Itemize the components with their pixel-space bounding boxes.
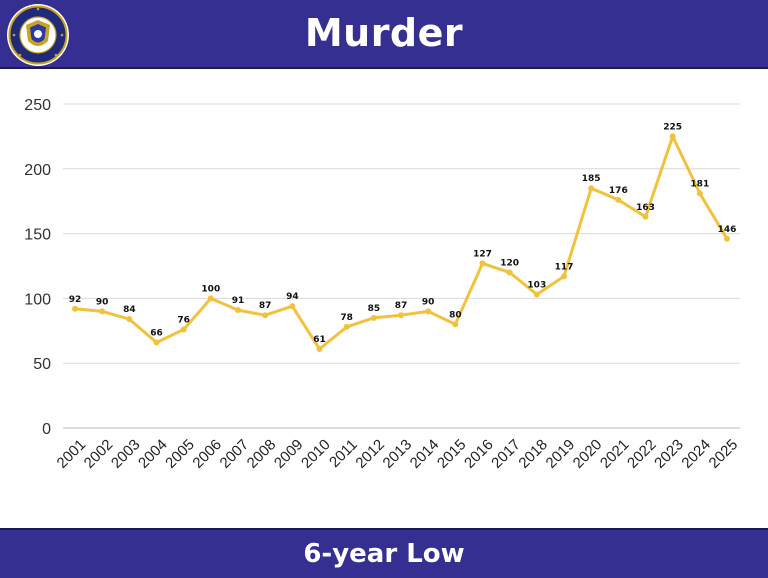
data-label: 120	[500, 258, 519, 268]
data-points	[72, 133, 730, 352]
data-point	[642, 213, 649, 220]
data-point	[588, 185, 595, 192]
police-seal-icon	[7, 4, 69, 66]
data-point	[153, 339, 160, 346]
x-tick-label: 2014	[407, 436, 443, 472]
data-point	[370, 314, 377, 321]
x-tick-label: 2008	[244, 436, 280, 472]
data-label: 176	[609, 186, 628, 196]
data-point	[506, 269, 513, 276]
data-label: 76	[177, 316, 190, 326]
data-label: 90	[422, 297, 435, 307]
data-label: 92	[69, 295, 82, 305]
y-axis-ticks: 0 50 100 150 200 250	[24, 97, 51, 438]
x-axis-ticks: 2001200220032004200520062007200820092010…	[54, 436, 742, 472]
data-label: 146	[718, 225, 737, 235]
x-tick-label: 2001	[54, 436, 90, 472]
data-point	[262, 312, 269, 319]
data-point	[561, 273, 567, 280]
chart-gridlines	[63, 103, 740, 429]
data-point	[207, 295, 214, 302]
data-point	[669, 133, 676, 140]
data-label: 163	[636, 203, 655, 213]
data-label: 87	[395, 301, 408, 311]
data-label: 117	[555, 262, 574, 272]
line-chart: 0 50 100 150 200 250 200120022003200420052006…	[24, 97, 742, 472]
footer-bar: 6-year Low	[0, 528, 768, 578]
data-point	[452, 321, 459, 328]
x-tick-label: 2002	[81, 436, 117, 472]
data-point	[99, 308, 106, 315]
y-tick-label: 100	[24, 291, 51, 308]
footer-caption: 6-year Low	[303, 539, 465, 569]
data-label: 80	[449, 310, 462, 320]
y-tick-label: 50	[33, 356, 51, 373]
x-tick-label: 2025	[706, 436, 742, 472]
data-label: 100	[201, 284, 220, 294]
data-label: 85	[368, 304, 381, 314]
data-label: 66	[150, 328, 163, 338]
x-tick-label: 2012	[352, 436, 388, 472]
x-tick-label: 2009	[271, 436, 307, 472]
data-label: 78	[340, 313, 353, 323]
data-point	[533, 291, 540, 298]
data-label: 90	[96, 297, 109, 307]
x-tick-label: 2022	[624, 436, 660, 472]
data-label: 103	[527, 281, 546, 291]
x-tick-label: 2010	[298, 436, 334, 472]
y-tick-label: 0	[42, 421, 51, 438]
data-label: 94	[286, 292, 299, 302]
data-label: 127	[473, 249, 492, 259]
x-tick-label: 2015	[434, 436, 470, 472]
data-label: 225	[663, 122, 682, 132]
data-point	[316, 345, 323, 352]
data-point	[425, 308, 432, 315]
x-tick-label: 2006	[189, 436, 225, 472]
data-point	[479, 260, 486, 267]
data-label: 61	[313, 335, 326, 345]
data-label: 185	[582, 174, 601, 184]
data-point	[398, 312, 404, 319]
x-tick-label: 2024	[678, 436, 714, 472]
x-tick-label: 2011	[326, 436, 361, 471]
data-label: 91	[232, 296, 245, 306]
x-tick-label: 2017	[488, 436, 524, 472]
header-bar: Murder	[0, 0, 768, 69]
data-point	[343, 323, 350, 330]
x-tick-label: 2023	[651, 436, 687, 472]
data-label: 84	[123, 305, 136, 315]
data-point	[180, 326, 187, 333]
data-point	[126, 316, 133, 323]
data-point	[696, 190, 703, 197]
y-tick-label: 250	[24, 97, 51, 114]
y-tick-label: 200	[24, 162, 51, 179]
x-tick-label: 2007	[217, 436, 253, 472]
x-tick-label: 2003	[108, 436, 144, 472]
x-tick-label: 2018	[515, 436, 551, 472]
data-point	[289, 303, 296, 310]
data-point	[235, 307, 241, 314]
data-label: 87	[259, 301, 272, 311]
data-labels: 92 90 84 66 76 100 91 87 94 61 78 85 87 90 80 127 120 103…	[69, 122, 737, 345]
data-label: 181	[690, 179, 709, 189]
y-tick-label: 150	[24, 227, 51, 244]
x-tick-label: 2021	[597, 436, 633, 472]
data-point	[724, 235, 730, 242]
x-tick-label: 2005	[162, 436, 198, 472]
x-tick-label: 2004	[135, 436, 171, 472]
page-title: Murder	[304, 11, 464, 55]
data-point	[72, 305, 78, 312]
x-tick-label: 2019	[543, 436, 579, 472]
data-point	[615, 196, 622, 203]
x-tick-label: 2016	[461, 436, 497, 472]
x-tick-label: 2020	[570, 436, 606, 472]
x-tick-label: 2013	[380, 436, 416, 472]
